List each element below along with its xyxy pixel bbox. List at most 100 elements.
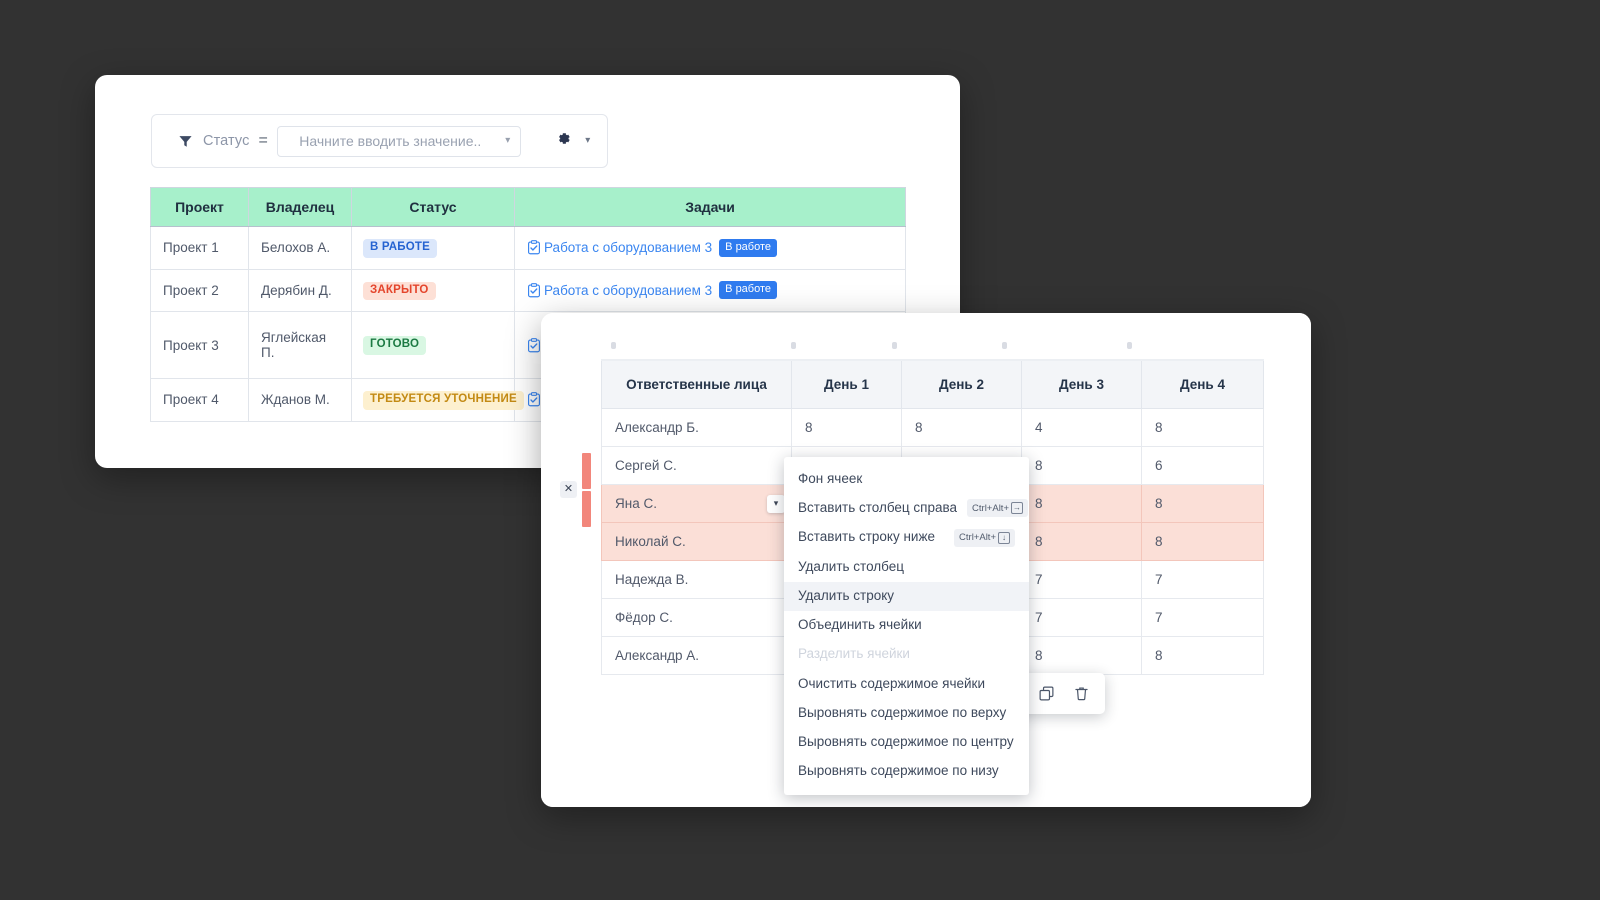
menu-item-delete-row[interactable]: Удалить строку (784, 581, 1029, 612)
cell-project: Проект 1 (150, 226, 249, 270)
task-title[interactable]: Работа с оборудованием 3 (544, 240, 713, 256)
row-select-handle[interactable] (582, 491, 591, 527)
status-badge: В РАБОТЕ (363, 239, 437, 258)
column-handle-dot[interactable] (1127, 342, 1132, 349)
menu-item-insert-column-right[interactable]: Вставить столбец справа Ctrl+Alt+ → (784, 494, 1029, 523)
cell-responsible[interactable]: Сергей С. (601, 446, 792, 485)
chevron-down-icon: ▾ (505, 135, 511, 146)
task-item[interactable] (527, 392, 893, 407)
menu-item-align-top[interactable]: Выровнять содержимое по верху (784, 699, 1029, 728)
clipboard-check-icon (527, 240, 541, 255)
funnel-icon (178, 134, 193, 149)
filter-operator: = (258, 132, 268, 149)
column-header-project[interactable]: Проект (150, 187, 249, 227)
menu-item-delete-column[interactable]: Удалить столбец (784, 553, 1029, 582)
status-badge: ГОТОВО (363, 336, 427, 355)
column-header-owner[interactable]: Владелец (248, 187, 352, 227)
table-row[interactable]: Проект 1 Белохов А. В РАБОТЕ (150, 226, 906, 270)
gear-icon[interactable] (555, 130, 572, 152)
cell-responsible[interactable]: Яна С. ▾ (601, 484, 792, 523)
settings-caret-icon[interactable]: ▾ (585, 135, 591, 146)
cell-status: ТРЕБУЕТСЯ УТОЧНЕНИЕ (351, 378, 524, 422)
cell-status: ГОТОВО (351, 311, 515, 379)
menu-item-label: Фон ячеек (798, 471, 863, 486)
clipboard-check-icon (527, 282, 541, 298)
column-handles (541, 342, 1311, 354)
cell-tasks: Работа с оборудованием 3 В работе (514, 226, 906, 270)
column-handle-dot[interactable] (1002, 342, 1007, 349)
sheet-panel-surface: ✕ Ответственные лица День 1 День 2 День … (541, 313, 1311, 807)
cell-status: ЗАКРЫТО (351, 268, 515, 312)
cell-day4[interactable]: 8 (1141, 484, 1264, 523)
column-header-day1[interactable]: День 1 (791, 359, 902, 409)
cell-responsible[interactable]: Надежда В. (601, 560, 792, 599)
cell-day3[interactable]: 7 (1021, 598, 1142, 637)
cell-day2[interactable]: 8 (901, 408, 1022, 447)
menu-item-align-bottom[interactable]: Выровнять содержимое по низу (784, 757, 1029, 786)
cell-dropdown-button[interactable]: ▾ (767, 494, 785, 513)
task-item[interactable] (527, 337, 893, 353)
menu-item-label: Объединить ячейки (798, 617, 922, 633)
menu-item-insert-row-below[interactable]: Вставить строку ниже Ctrl+Alt+ ↓ (784, 523, 1029, 552)
menu-item-label: Разделить ячейки (798, 646, 910, 662)
menu-item-label: Выровнять содержимое по низу (798, 763, 999, 779)
menu-item-merge-cells[interactable]: Объединить ячейки (784, 611, 1029, 640)
filter-value-placeholder: Начните вводить значение.. (299, 133, 482, 149)
filter-value-select[interactable]: Начните вводить значение.. ▾ (277, 125, 522, 157)
projects-table: Проект Владелец Статус Задачи Проект 1 Б… (150, 187, 906, 422)
row-select-handle[interactable] (582, 453, 591, 489)
cell-day3[interactable]: 8 (1021, 522, 1142, 561)
cell-day3[interactable]: 8 (1021, 446, 1142, 485)
task-title[interactable]: Работа с оборудованием 3 (544, 282, 713, 298)
copy-icon[interactable] (1038, 685, 1055, 702)
column-header-tasks[interactable]: Задачи (514, 187, 906, 227)
menu-item-align-middle[interactable]: Выровнять содержимое по центру (784, 728, 1029, 757)
cell-project: Проект 4 (150, 378, 249, 422)
menu-item-clear-cell-content[interactable]: Очистить содержимое ячейки (784, 670, 1029, 699)
timesheet-header-row: Ответственные лица День 1 День 2 День 3 … (601, 359, 1264, 409)
cell-day4[interactable]: 8 (1141, 522, 1264, 561)
status-badge: ЗАКРЫТО (363, 281, 436, 300)
menu-item-cell-background[interactable]: Фон ячеек (784, 465, 1029, 494)
cell-responsible[interactable]: Фёдор С. (601, 598, 792, 637)
cell-responsible[interactable]: Александр Б. (601, 408, 792, 447)
column-header-responsible[interactable]: Ответственные лица (601, 359, 792, 409)
column-header-day3[interactable]: День 3 (1021, 359, 1142, 409)
sheet-panel: ✕ Ответственные лица День 1 День 2 День … (541, 313, 1311, 807)
cell-day3[interactable]: 4 (1021, 408, 1142, 447)
column-handle-dot[interactable] (611, 342, 616, 349)
cell-day3[interactable]: 8 (1021, 636, 1142, 675)
trash-icon[interactable] (1073, 685, 1090, 702)
cell-day3[interactable]: 7 (1021, 560, 1142, 599)
cell-day4[interactable]: 6 (1141, 446, 1264, 485)
cell-day4[interactable]: 8 (1141, 408, 1264, 447)
column-header-day4[interactable]: День 4 (1141, 359, 1264, 409)
column-header-day2[interactable]: День 2 (901, 359, 1022, 409)
column-handle-dot[interactable] (892, 342, 897, 349)
cell-day4[interactable]: 8 (1141, 636, 1264, 675)
cell-day3[interactable]: 8 (1021, 484, 1142, 523)
cell-owner: Яглейская П. (248, 311, 352, 379)
filter-settings-group: ▾ (555, 130, 590, 152)
clipboard-check-icon (527, 392, 541, 407)
column-handle-dot[interactable] (791, 342, 796, 349)
cell-day1[interactable]: 8 (791, 408, 902, 447)
cell-day4[interactable]: 7 (1141, 598, 1264, 637)
menu-item-label: Очистить содержимое ячейки (798, 675, 985, 691)
task-item[interactable]: Работа с оборудованием 3 В работе (527, 281, 893, 300)
task-item[interactable]: Работа с оборудованием 3 В работе (527, 238, 893, 257)
cell-owner: Жданов М. (248, 378, 352, 422)
table-row[interactable]: Проект 2 Дерябин Д. ЗАКРЫТО (150, 268, 906, 312)
column-header-status[interactable]: Статус (351, 187, 515, 227)
menu-item-label: Выровнять содержимое по верху (798, 704, 1007, 720)
arrow-down-key-icon: ↓ (998, 531, 1010, 544)
menu-item-label: Удалить строку (798, 587, 895, 603)
cell-responsible[interactable]: Александр А. (601, 636, 792, 675)
row-remove-button[interactable]: ✕ (560, 481, 577, 498)
projects-table-header-row: Проект Владелец Статус Задачи (150, 187, 906, 227)
table-row[interactable]: Александр Б. 8 8 4 8 (601, 408, 1264, 447)
cell-responsible[interactable]: Николай С. (601, 522, 792, 561)
cell-day4[interactable]: 7 (1141, 560, 1264, 599)
filter-bar: Статус = Начните вводить значение.. ▾ ▾ (151, 114, 608, 168)
